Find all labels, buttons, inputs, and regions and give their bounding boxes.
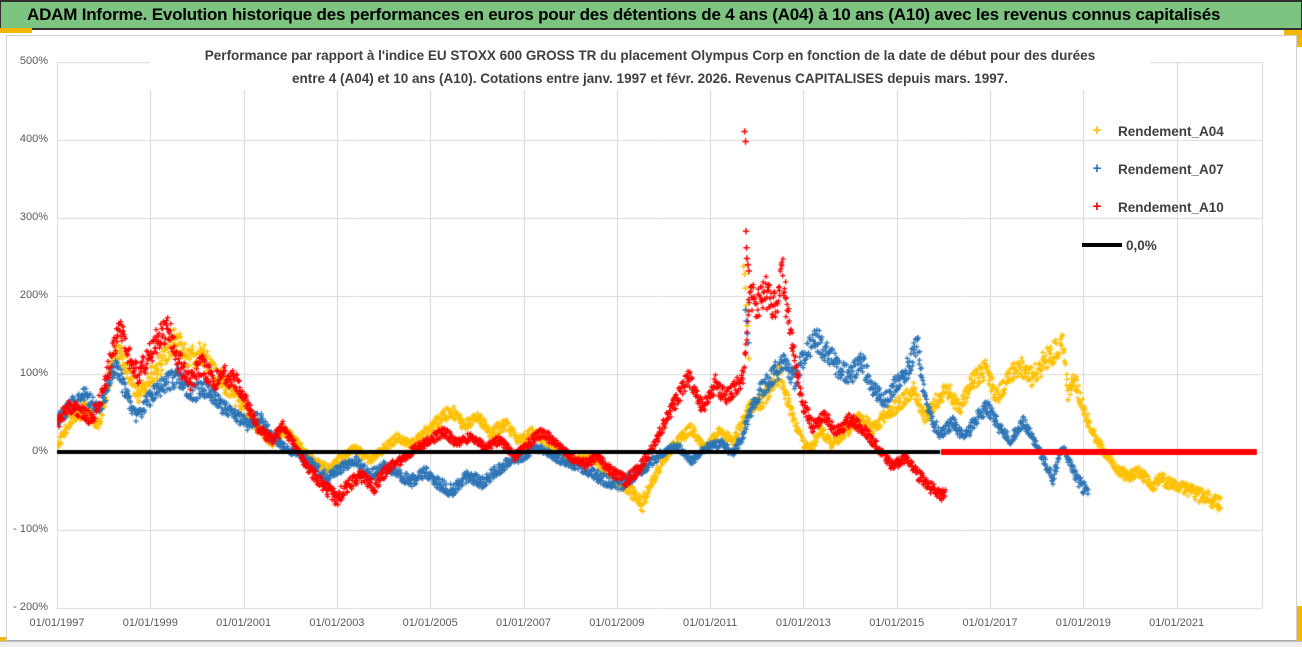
legend-item-rendement-a07[interactable]: + Rendement_A07 <box>1082 150 1224 188</box>
chart-legend: + Rendement_A04 + Rendement_A07 + Rendement_A… <box>1082 112 1224 264</box>
y-tick-label: 0% <box>32 445 48 457</box>
legend-label: Rendement_A04 <box>1118 123 1224 139</box>
x-tick-label: 01/01/2005 <box>402 617 458 629</box>
legend-label: Rendement_A07 <box>1118 161 1224 177</box>
legend-plus-marker: + <box>1092 122 1102 139</box>
y-tick-label: 200% <box>19 289 48 301</box>
y-tick-label: 300% <box>19 211 48 223</box>
legend-item-0-0-[interactable]: 0,0% <box>1082 226 1224 264</box>
bottom-sheet-strip <box>0 641 1302 647</box>
x-tick-label: 01/01/2011 <box>682 617 738 629</box>
x-tick-label: 01/01/2003 <box>309 617 365 629</box>
legend-item-rendement-a10[interactable]: + Rendement_A10 <box>1082 188 1224 226</box>
legend-plus-marker: + <box>1092 160 1102 177</box>
x-tick-label: 01/01/2009 <box>589 617 645 629</box>
x-tick-label: 01/01/2007 <box>495 617 552 629</box>
x-tick-label: 01/01/1997 <box>29 617 85 629</box>
x-tick-label: 01/01/2019 <box>1055 617 1111 629</box>
x-tick-label: 01/01/2013 <box>775 617 831 629</box>
y-tick-label: 400% <box>19 133 48 145</box>
x-tick-label: 01/01/2017 <box>962 617 1018 629</box>
chart-title-line2: entre 4 (A04) et 10 ans (A10). Cotations… <box>291 71 1009 86</box>
y-tick-label: - 100% <box>13 523 48 535</box>
chart-title-line1: Performance par rapport à l'indice EU ST… <box>204 48 1096 63</box>
legend-item-rendement-a04[interactable]: + Rendement_A04 <box>1082 112 1224 150</box>
x-tick-label: 01/01/2001 <box>216 617 272 629</box>
legend-line-swatch <box>1082 243 1122 247</box>
y-tick-label: 100% <box>19 367 48 379</box>
chart-title: Performance par rapport à l'indice EU ST… <box>150 44 1150 90</box>
x-tick-label: 01/01/1999 <box>122 617 178 629</box>
legend-label: Rendement_A10 <box>1118 199 1224 215</box>
x-tick-label: 01/01/2015 <box>869 617 925 629</box>
y-tick-label: 500% <box>19 55 48 67</box>
legend-label: 0,0% <box>1126 237 1157 253</box>
x-tick-label: 01/01/2021 <box>1149 617 1205 629</box>
legend-plus-marker: + <box>1092 198 1102 215</box>
y-tick-label: - 200% <box>13 601 48 613</box>
